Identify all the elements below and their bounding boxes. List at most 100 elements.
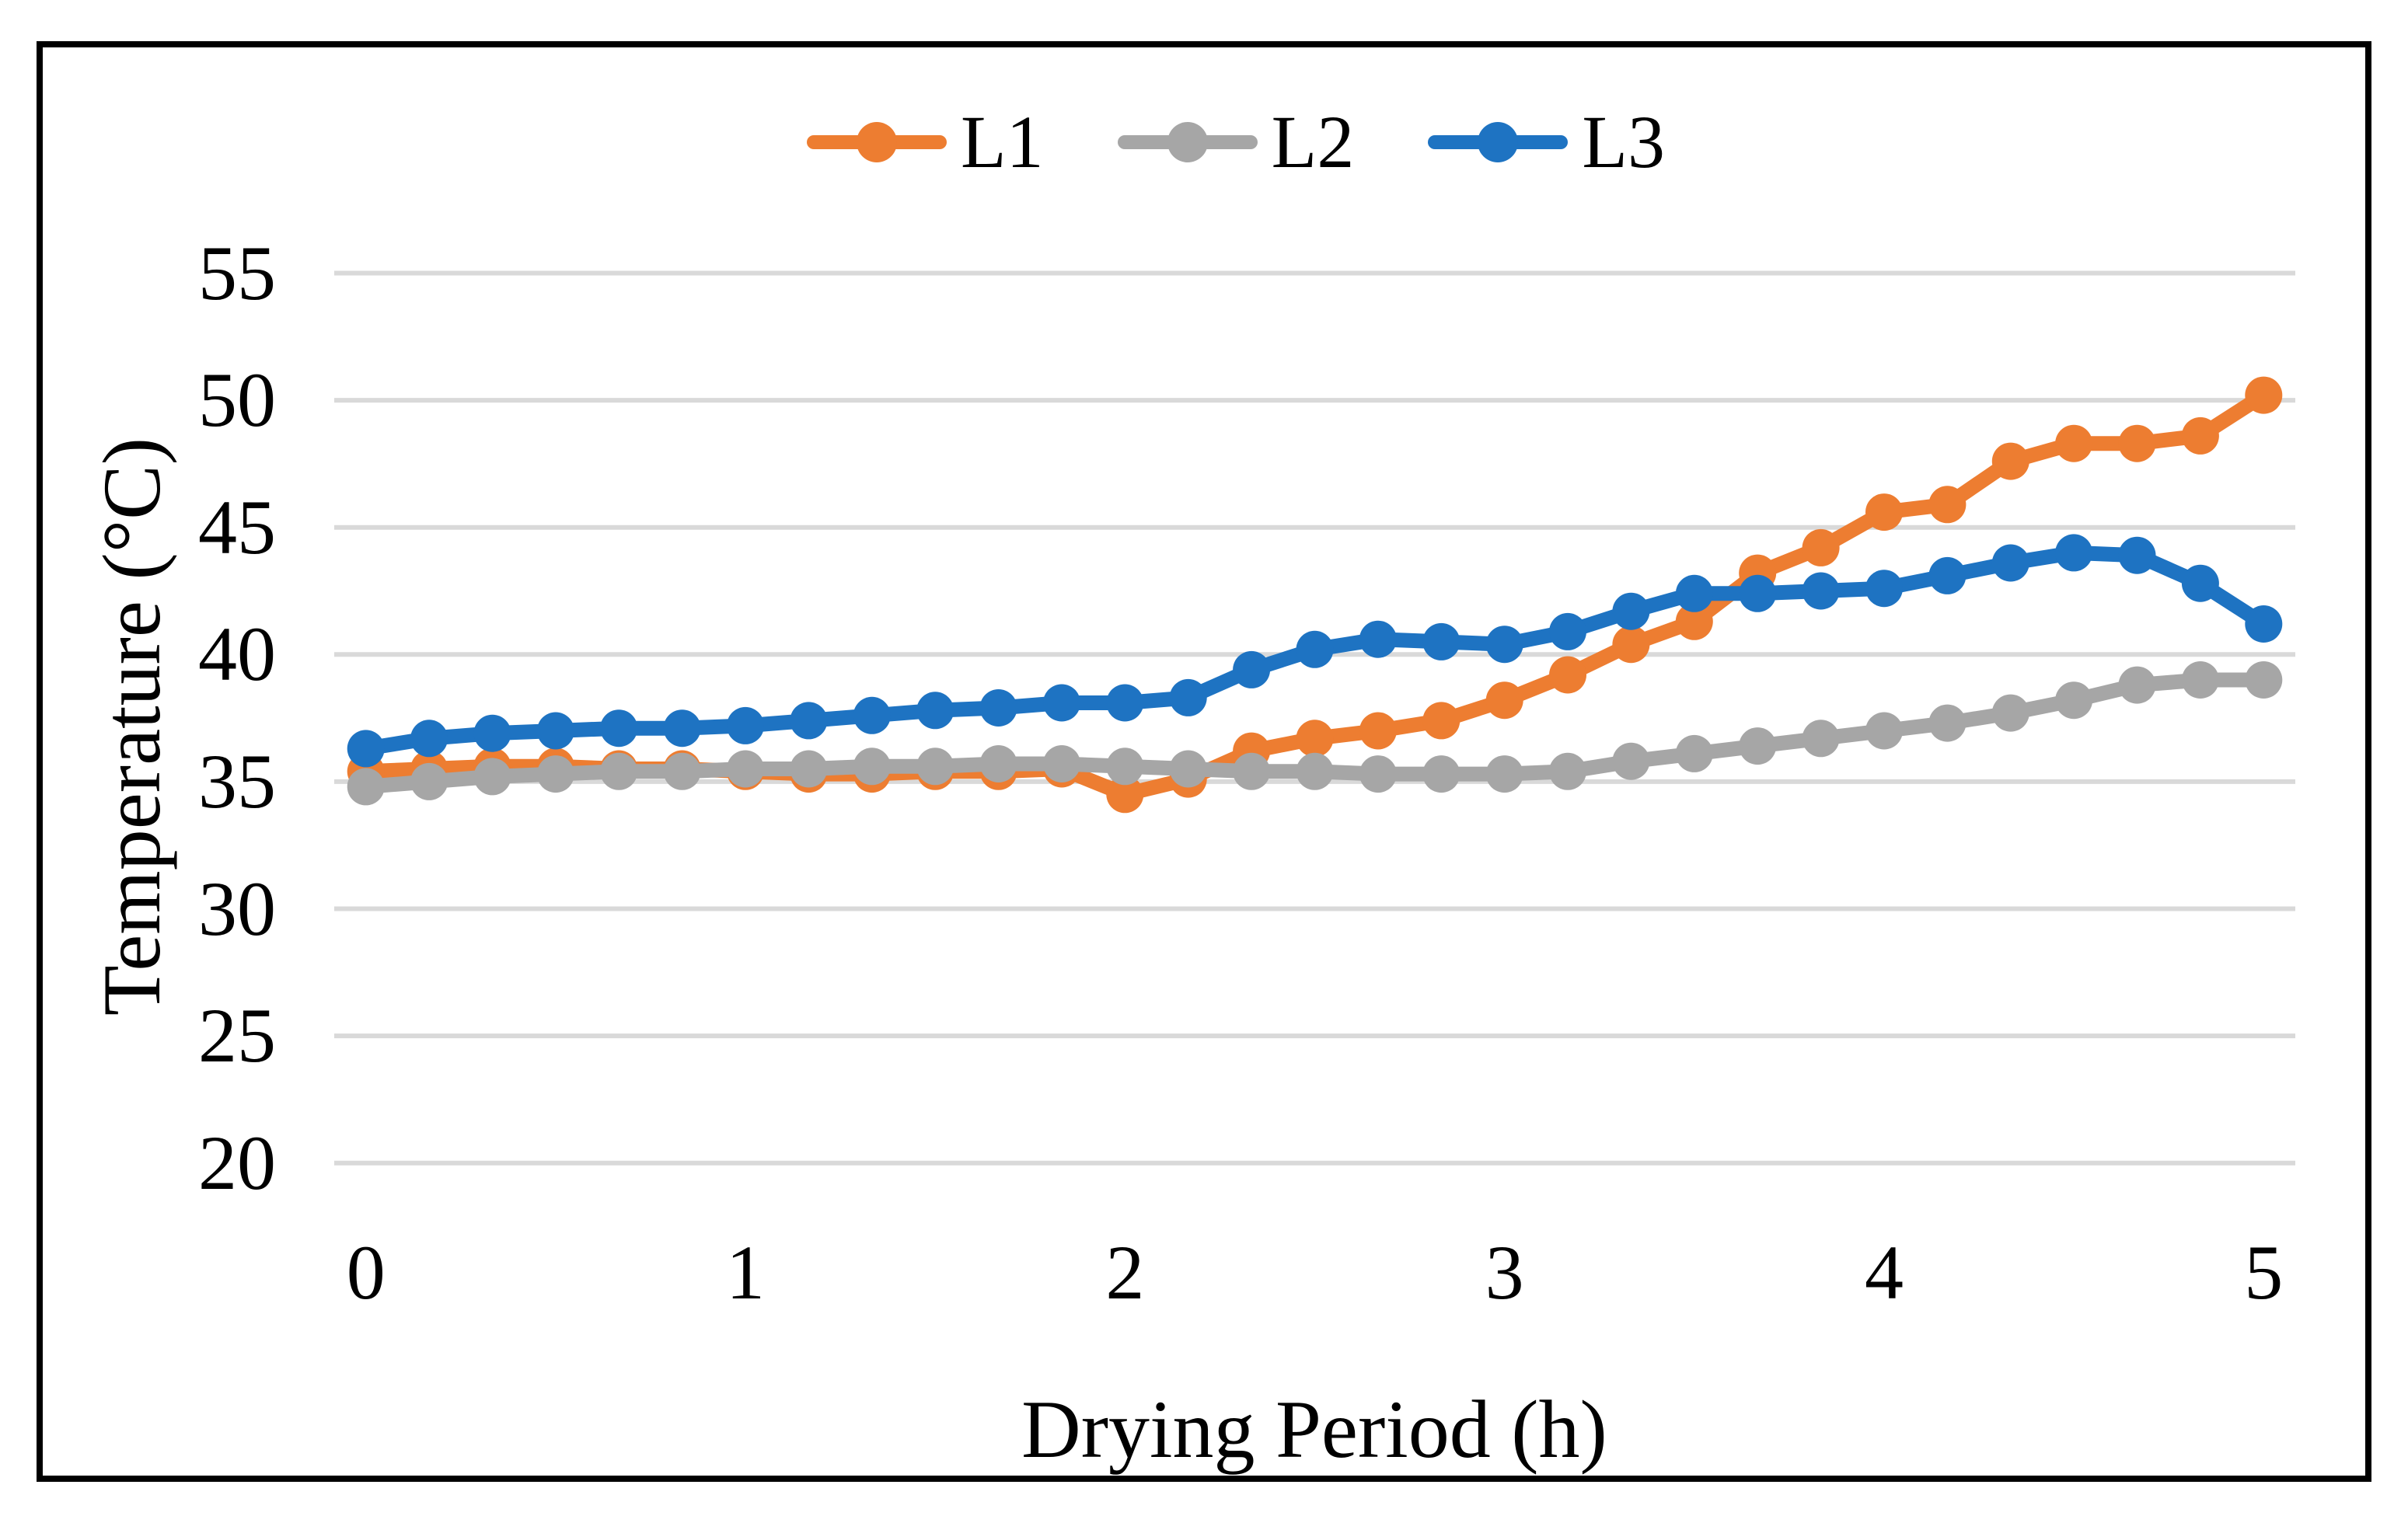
series-L2-point [790, 750, 828, 788]
legend-marker-l3-icon [1428, 122, 1569, 162]
series-L1-point [1802, 528, 1840, 566]
legend-item-l2: L2 [1117, 100, 1355, 183]
series-L2-point [2055, 681, 2093, 720]
series-L2-point [1359, 755, 1397, 793]
series-L3-point [727, 706, 764, 744]
series-L1-point [1928, 486, 1967, 524]
series-L2-point [1928, 704, 1967, 742]
series-L1-point [1675, 602, 1713, 640]
x-tick-label: 0 [346, 1229, 386, 1316]
series-L1-point [1422, 702, 1461, 740]
series-L2-point [1549, 752, 1586, 790]
series-L1-point [1485, 681, 1523, 720]
series-L2-point [1802, 720, 1840, 758]
y-tick-label: 25 [198, 992, 276, 1079]
y-tick-label: 50 [198, 357, 276, 444]
series-L3-point [916, 692, 954, 730]
series-L1-point [1296, 720, 1334, 758]
series-L3-point [1549, 612, 1586, 650]
series-L3-point [979, 689, 1017, 727]
y-tick-label: 40 [198, 611, 276, 698]
series-L2-point [410, 762, 448, 800]
series-L2-point [1106, 748, 1144, 786]
series-L1-point [2118, 424, 2156, 462]
y-tick-label: 45 [198, 483, 276, 570]
legend-marker-l1-icon [807, 122, 947, 162]
series-L2-point [1043, 745, 1080, 782]
series-L3-point [600, 709, 638, 748]
y-tick-label: 30 [198, 865, 276, 952]
x-tick-label: 3 [1485, 1229, 1524, 1316]
x-axis-title: Drying Period (h) [1021, 1384, 1607, 1475]
series-L3-point [410, 720, 448, 758]
series-L3-point [2118, 536, 2156, 574]
series-L1-point [1106, 775, 1144, 814]
series-L3-point [853, 696, 891, 734]
series-L2-point [663, 752, 701, 790]
series-L1-point [1991, 442, 2029, 480]
y-tick-label: 55 [198, 229, 276, 316]
series-L2-point [727, 750, 764, 788]
series-L3-point [2055, 534, 2093, 572]
legend: L1 L2 L3 [746, 92, 1726, 193]
series-L2-point [2118, 666, 2156, 704]
series-L2-point [1612, 742, 1650, 780]
series-L3-point [1739, 574, 1777, 612]
series-L3-point [1865, 570, 1903, 608]
series-L3-point [1485, 626, 1523, 664]
series-L2-point [1675, 734, 1713, 772]
series-L2-point [600, 752, 638, 790]
series-L1-point [1549, 656, 1586, 694]
series-L2-point [916, 748, 954, 786]
legend-item-l3: L3 [1428, 105, 1665, 179]
series-L2-point [979, 745, 1017, 782]
series-L2-point [2181, 661, 2219, 699]
series-L3-point [536, 712, 574, 750]
series-L1-point [2245, 376, 2283, 414]
series-L2-point [1233, 752, 1271, 790]
series-L3-point [1359, 620, 1397, 658]
series-L3-point [347, 730, 385, 768]
legend-label-l3: L3 [1582, 100, 1665, 183]
x-tick-label: 5 [2244, 1229, 2284, 1316]
y-tick-label: 20 [198, 1119, 276, 1206]
x-tick-label: 4 [1864, 1229, 1904, 1316]
series-L2-point [1739, 727, 1777, 765]
x-tick-label: 1 [726, 1229, 766, 1316]
series-L3-point [1296, 630, 1334, 668]
series-L2-point [1169, 750, 1207, 788]
series-L2-point [473, 758, 511, 796]
series-L2-point [1865, 712, 1903, 750]
series-L3-point [2245, 605, 2283, 643]
series-L1-point [2055, 424, 2093, 462]
x-tick-label: 2 [1105, 1229, 1145, 1316]
series-L1-point [1612, 626, 1650, 664]
series-L3-point [473, 714, 511, 752]
series-L2-point [536, 755, 574, 793]
series-L3-point [1612, 592, 1650, 630]
series-L3-point [1043, 684, 1080, 722]
series-L3-point [1991, 544, 2029, 582]
series-L2-point [1422, 755, 1461, 793]
series-L3-point [2181, 564, 2219, 602]
series-L2-point [1485, 755, 1523, 793]
legend-label-l2: L2 [1271, 100, 1355, 183]
y-tick-label: 35 [198, 737, 276, 824]
series-L3-point [1675, 574, 1713, 612]
series-L3-point [790, 702, 828, 740]
series-L2-point [1296, 752, 1334, 790]
legend-marker-l2-icon [1117, 122, 1258, 162]
legend-item-l1: L1 [807, 105, 1044, 179]
series-L2-point [1991, 694, 2029, 732]
series-L2-point [2245, 661, 2283, 699]
series-L1-point [2181, 416, 2219, 455]
series-L3-point [1802, 572, 1840, 610]
series-L3-point [1422, 622, 1461, 660]
series-L3-point [1233, 650, 1271, 688]
series-L3-point [1928, 556, 1967, 594]
series-L1-point [1865, 493, 1903, 531]
series-L3-point [663, 709, 701, 748]
legend-label-l1: L1 [961, 100, 1044, 183]
series-L1-point [1359, 712, 1397, 750]
